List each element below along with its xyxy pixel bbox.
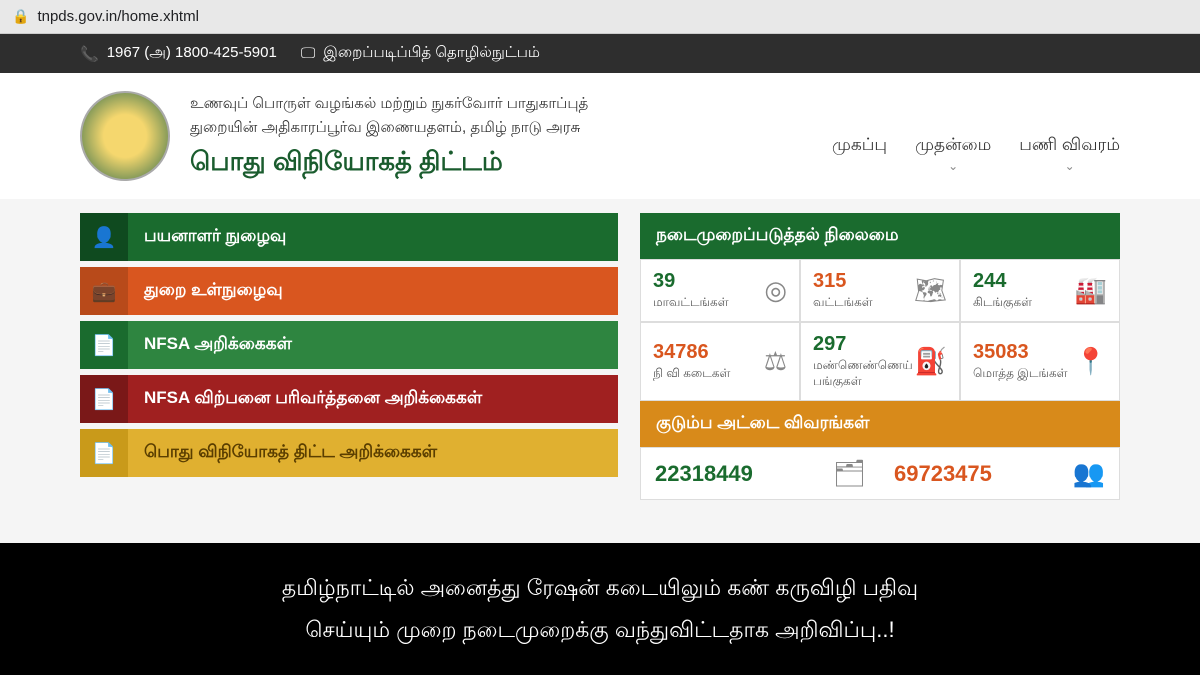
stat-cell-2: 244 கிடங்குகள் 🏭 bbox=[960, 259, 1120, 322]
stat-number: 39 bbox=[653, 270, 729, 293]
url-text: tnpds.gov.in/home.xhtml bbox=[37, 8, 198, 25]
overlay-line-2: செய்யும் முறை நடைமுறைக்கு வந்துவிட்டதாக … bbox=[40, 609, 1160, 651]
header-text-block: உணவுப் பொருள் வழங்கல் மற்றும் நுகர்வோர் … bbox=[190, 92, 812, 180]
nav-label: முகப்பு bbox=[832, 135, 887, 157]
nav-item-1[interactable]: முதன்மை ⌄ bbox=[915, 135, 991, 173]
chevron-down-icon: ⌄ bbox=[1065, 159, 1075, 173]
screen-reader-link[interactable]: 🖵 இறைப்படிப்பித் தொழில்நுட்பம் bbox=[301, 44, 540, 63]
govt-emblem-logo bbox=[80, 91, 170, 181]
left-menu: 👤பயனாளர் நுழைவு💼துறை உள்நுழைவு📄NFSA அறிக… bbox=[80, 213, 618, 500]
dept-line-2: துறையின் அதிகாரப்பூர்வ இணையதளம், தமிழ் ந… bbox=[190, 116, 812, 140]
menu-label: NFSA அறிக்கைகள் bbox=[128, 321, 618, 369]
stat-cell-5: 35083 மொத்த இடங்கள் 📍 bbox=[960, 322, 1120, 401]
stat-label: மொத்த இடங்கள் bbox=[973, 366, 1067, 382]
top-utility-bar: 📞 1967 (அ) 1800-425-5901 🖵 இறைப்படிப்பித… bbox=[0, 34, 1200, 73]
stat-label: நி வி கடைகள் bbox=[653, 366, 730, 382]
menu-label: துறை உள்நுழைவு bbox=[128, 267, 618, 315]
stat-number: 35083 bbox=[973, 341, 1067, 364]
menu-item-3[interactable]: 📄NFSA விற்பனை பரிவர்த்தனை அறிக்கைகள் bbox=[80, 375, 618, 423]
card-icon: 🗂 bbox=[833, 458, 866, 489]
menu-label: பயனாளர் நுழைவு bbox=[128, 213, 618, 261]
map-icon: 🗺 bbox=[914, 275, 947, 306]
main-nav: முகப்பு முதன்மை ⌄ பணி விவரம் ⌄ bbox=[832, 135, 1120, 181]
briefcase-icon: 💼 bbox=[80, 267, 128, 315]
menu-item-2[interactable]: 📄NFSA அறிக்கைகள் bbox=[80, 321, 618, 369]
right-panels: நடைமுறைப்படுத்தல் நிலைமை 39மாவட்டங்கள்◎3… bbox=[640, 213, 1120, 500]
monitor-icon: 🖵 bbox=[301, 45, 315, 62]
site-title: பொது விநியோகத் திட்டம் bbox=[190, 146, 812, 180]
stat-label: வட்டங்கள் bbox=[813, 295, 873, 311]
stats-grid: 39 மாவட்டங்கள் ◎ 315 வட்டங்கள் 🗺 244 கிடங்குகள்… bbox=[640, 259, 1120, 401]
nav-label: முதன்மை bbox=[915, 135, 991, 157]
card-panel-header: குடும்ப அட்டை விவரங்கள் bbox=[640, 401, 1120, 447]
document-icon: 📄 bbox=[80, 321, 128, 369]
location-icon: 📍 bbox=[1075, 346, 1107, 377]
stat-cell-0: 39 மாவட்டங்கள் ◎ bbox=[640, 259, 800, 322]
status-panel-header: நடைமுறைப்படுத்தல் நிலைமை bbox=[640, 213, 1120, 259]
menu-item-4[interactable]: 📄பொது விநியோகத் திட்ட அறிக்கைகள் bbox=[80, 429, 618, 477]
stat-number: 34786 bbox=[653, 341, 730, 364]
stat-cell-1: 315 வட்டங்கள் 🗺 bbox=[800, 259, 960, 322]
menu-label: NFSA விற்பனை பரிவர்த்தனை அறிக்கைகள் bbox=[128, 375, 618, 423]
menu-label: பொது விநியோகத் திட்ட அறிக்கைகள் bbox=[128, 429, 618, 477]
stat-label: கிடங்குகள் bbox=[973, 295, 1032, 311]
big-number: 22318449 bbox=[655, 461, 753, 487]
news-overlay: தமிழ்நாட்டில் அனைத்து ரேஷன் கடையிலும் கண… bbox=[0, 543, 1200, 675]
stat-label: மண்ணெண்ணெய் பங்குகள் bbox=[813, 358, 915, 390]
stat-cell-3: 34786 நி வி கடைகள் ⚖ bbox=[640, 322, 800, 401]
phone-number: 1967 (அ) 1800-425-5901 bbox=[107, 44, 277, 63]
card-stat-1: 69723475 👥 bbox=[880, 448, 1119, 499]
nav-item-0[interactable]: முகப்பு bbox=[832, 135, 887, 173]
lock-icon: 🔒 bbox=[12, 8, 29, 25]
stat-number: 244 bbox=[973, 270, 1032, 293]
fuel-icon: ⛽ bbox=[915, 346, 947, 377]
nav-label: பணி விவரம் bbox=[1019, 135, 1120, 157]
menu-item-0[interactable]: 👤பயனாளர் நுழைவு bbox=[80, 213, 618, 261]
menu-item-1[interactable]: 💼துறை உள்நுழைவு bbox=[80, 267, 618, 315]
user-icon: 👤 bbox=[80, 213, 128, 261]
site-header: உணவுப் பொருள் வழங்கல் மற்றும் நுகர்வோர் … bbox=[0, 73, 1200, 199]
stat-cell-4: 297மண்ணெண்ணெய் பங்குகள்⛽ bbox=[800, 322, 960, 401]
people-icon: 👥 bbox=[1073, 458, 1105, 489]
chevron-down-icon: ⌄ bbox=[948, 159, 958, 173]
browser-address-bar: 🔒 tnpds.gov.in/home.xhtml bbox=[0, 0, 1200, 34]
stat-label: மாவட்டங்கள் bbox=[653, 295, 729, 311]
phone-icon: 📞 bbox=[80, 45, 99, 63]
overlay-line-1: தமிழ்நாட்டில் அனைத்து ரேஷன் கடையிலும் கண… bbox=[40, 567, 1160, 609]
dept-line-1: உணவுப் பொருள் வழங்கல் மற்றும் நுகர்வோர் … bbox=[190, 92, 812, 116]
warehouse-icon: 🏭 bbox=[1075, 275, 1107, 306]
nav-item-2[interactable]: பணி விவரம் ⌄ bbox=[1019, 135, 1120, 173]
stat-number: 315 bbox=[813, 270, 873, 293]
document-icon: 📄 bbox=[80, 429, 128, 477]
helpline: 📞 1967 (அ) 1800-425-5901 bbox=[80, 44, 277, 63]
big-number: 69723475 bbox=[894, 461, 992, 487]
pin-icon: ◎ bbox=[764, 275, 787, 306]
main-content: 👤பயனாளர் நுழைவு💼துறை உள்நுழைவு📄NFSA அறிக… bbox=[0, 199, 1200, 500]
card-stats-row: 22318449 🗂 69723475 👥 bbox=[640, 447, 1120, 500]
scale-icon: ⚖ bbox=[764, 346, 787, 377]
card-stat-0: 22318449 🗂 bbox=[641, 448, 880, 499]
stat-number: 297 bbox=[813, 333, 915, 356]
screen-reader-label: இறைப்படிப்பித் தொழில்நுட்பம் bbox=[323, 44, 540, 63]
document-icon: 📄 bbox=[80, 375, 128, 423]
